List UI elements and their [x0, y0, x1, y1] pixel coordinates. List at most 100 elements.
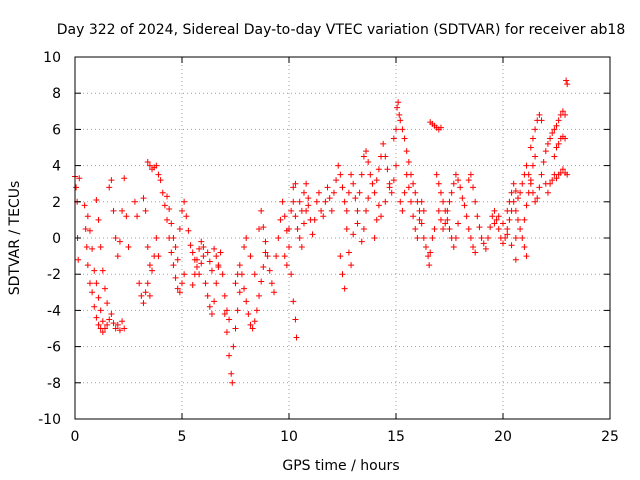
- data-point: [367, 171, 374, 178]
- x-axis-label: GPS time / hours: [282, 458, 399, 474]
- data-point: [394, 104, 401, 111]
- data-point: [474, 213, 481, 220]
- data-point: [335, 162, 342, 169]
- data-point: [452, 235, 459, 241]
- data-point: [410, 180, 417, 187]
- data-point: [542, 148, 549, 155]
- data-point: [559, 108, 566, 115]
- data-point: [172, 244, 179, 251]
- data-point: [271, 289, 278, 296]
- data-point: [343, 225, 350, 232]
- data-point: [418, 198, 425, 205]
- data-point: [241, 285, 248, 292]
- data-point: [213, 253, 220, 260]
- data-point: [243, 235, 250, 241]
- data-point: [234, 307, 241, 314]
- data-point: [365, 158, 372, 165]
- data-point: [506, 198, 513, 205]
- data-point: [412, 189, 419, 196]
- data-point: [112, 325, 119, 332]
- data-point: [183, 213, 190, 220]
- data-point: [426, 262, 433, 269]
- data-point: [495, 213, 502, 220]
- data-point: [373, 216, 380, 223]
- data-point: [500, 240, 506, 247]
- data-point: [305, 195, 312, 202]
- data-point: [551, 126, 558, 133]
- data-point: [223, 307, 230, 314]
- data-point: [101, 325, 108, 332]
- data-point: [290, 198, 297, 205]
- data-point: [170, 235, 177, 241]
- data-point: [356, 189, 363, 196]
- data-point: [491, 207, 498, 214]
- data-point: [283, 262, 290, 269]
- data-point: [446, 225, 453, 232]
- data-point: [382, 198, 389, 205]
- data-point: [123, 213, 130, 220]
- data-point: [144, 158, 151, 165]
- data-point: [134, 213, 141, 220]
- data-point: [397, 198, 404, 205]
- data-point: [251, 318, 258, 325]
- data-point: [369, 180, 376, 187]
- data-point: [465, 177, 472, 184]
- data-point: [303, 180, 310, 187]
- data-point: [241, 244, 248, 251]
- data-point: [83, 244, 90, 251]
- x-ticks: 0 5 10 15 20 25: [71, 57, 619, 445]
- data-point: [281, 213, 288, 220]
- data-point: [168, 220, 175, 227]
- data-point: [293, 334, 300, 341]
- data-point: [470, 184, 477, 191]
- data-point: [155, 253, 162, 260]
- data-point: [476, 224, 483, 231]
- data-point: [467, 235, 474, 241]
- data-point: [99, 267, 106, 274]
- data-point: [363, 148, 370, 155]
- y-tick-label: -6: [47, 340, 61, 356]
- data-point: [510, 180, 517, 187]
- data-point: [517, 189, 524, 196]
- data-point: [318, 207, 325, 214]
- data-point: [138, 292, 145, 299]
- data-point: [470, 244, 477, 251]
- y-tick-label: -2: [47, 267, 61, 283]
- data-point: [292, 180, 299, 187]
- data-point: [386, 184, 393, 191]
- data-point: [508, 189, 515, 196]
- data-point: [337, 253, 344, 260]
- data-point: [191, 271, 198, 278]
- data-point: [341, 198, 348, 205]
- data-point: [164, 193, 171, 200]
- data-point: [322, 198, 329, 205]
- data-point: [262, 249, 269, 256]
- data-point: [86, 227, 93, 234]
- x-tick-label: 25: [601, 429, 619, 445]
- data-point: [538, 171, 545, 178]
- data-point: [305, 202, 312, 209]
- data-point: [365, 195, 372, 202]
- data-point: [337, 171, 344, 178]
- data-point: [414, 235, 421, 241]
- data-point: [121, 325, 128, 332]
- data-points: [72, 77, 571, 386]
- data-point: [200, 244, 207, 251]
- data-point: [536, 184, 543, 191]
- data-point: [382, 153, 389, 160]
- data-point: [564, 81, 571, 88]
- data-point: [320, 213, 327, 220]
- data-point: [260, 263, 267, 270]
- data-point: [425, 253, 432, 260]
- data-point: [159, 189, 166, 196]
- data-point: [174, 256, 181, 263]
- data-point: [300, 220, 307, 227]
- data-point: [198, 260, 205, 267]
- data-point: [435, 207, 442, 214]
- data-point: [238, 271, 245, 278]
- data-point: [401, 189, 408, 196]
- data-point: [330, 189, 337, 196]
- data-point: [485, 235, 492, 241]
- data-point: [204, 292, 211, 299]
- data-point: [82, 225, 89, 232]
